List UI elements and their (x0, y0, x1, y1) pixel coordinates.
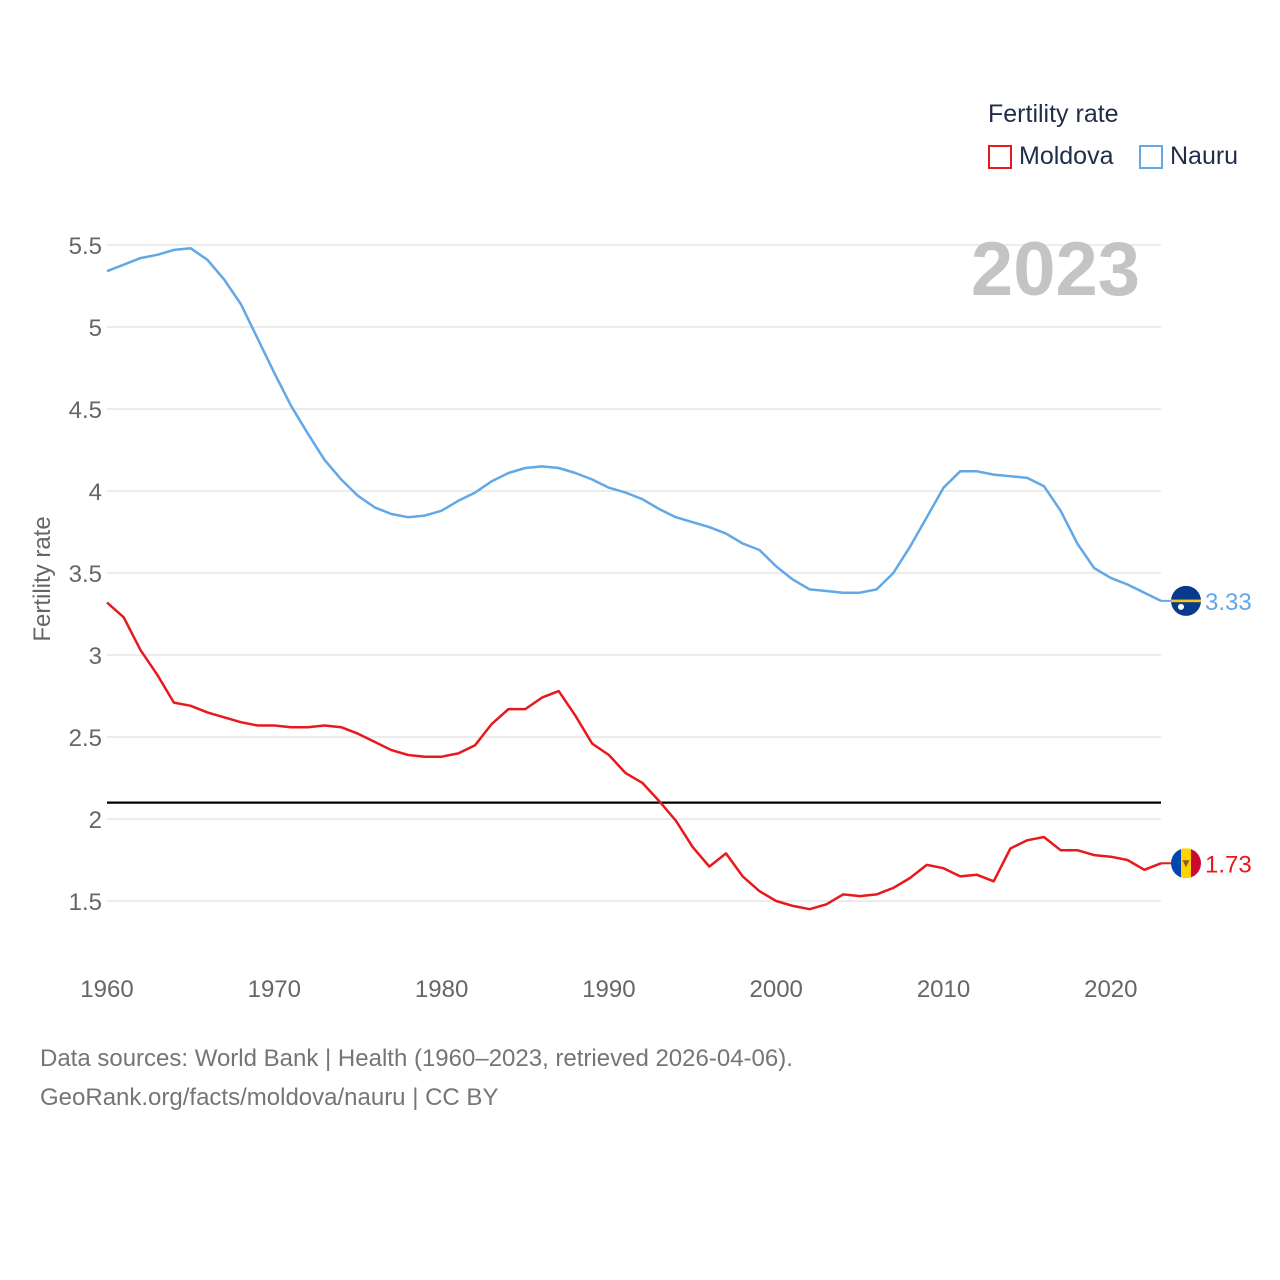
moldova-flag-icon (1161, 848, 1201, 879)
end-label-moldova: 1.73 (1205, 851, 1252, 878)
legend-label-nauru: Nauru (1170, 142, 1239, 170)
x-tick-label: 2010 (917, 976, 970, 1003)
legend-swatch-moldova (988, 144, 1012, 169)
legend-label-moldova: Moldova (1019, 142, 1114, 170)
end-label-nauru: 3.33 (1205, 589, 1252, 616)
x-tick-label: 1980 (415, 976, 468, 1003)
y-tick-label: 4 (89, 479, 102, 506)
series-line-nauru (106, 247, 1162, 603)
y-tick-label: 1.5 (69, 889, 102, 916)
y-tick-label: 5.5 (69, 233, 102, 260)
y-tick-label: 2 (89, 807, 102, 834)
legend-swatch-nauru (1139, 144, 1163, 169)
x-tick-label: 1990 (582, 976, 635, 1003)
legend-item-nauru[interactable]: Nauru (1139, 142, 1238, 171)
series-end-markers: 1.73 3.33 (1161, 585, 1252, 879)
year-label: 2023 (970, 227, 1140, 312)
gridlines (107, 244, 1161, 902)
y-tick-label: 2.5 (69, 725, 102, 752)
legend-title: Fertility rate (988, 100, 1119, 128)
y-tick-label: 4.5 (69, 397, 102, 424)
source-line-2: GeoRank.org/facts/moldova/nauru | CC BY (40, 1084, 499, 1111)
y-axis-title: Fertility rate (29, 516, 56, 641)
source-line-1: Data sources: World Bank | Health (1960–… (40, 1045, 793, 1072)
series-line-moldova (106, 601, 1162, 911)
y-axis-ticks: 1.5 2 2.5 3 3.5 4 4.5 5 5.5 (69, 233, 102, 916)
y-tick-label: 3 (89, 643, 102, 670)
y-tick-label: 5 (89, 315, 102, 342)
nauru-flag-icon (1161, 585, 1201, 616)
x-tick-label: 2020 (1084, 976, 1137, 1003)
x-tick-label: 1960 (80, 976, 133, 1003)
x-axis-ticks: 1960 1970 1980 1990 2000 2010 2020 (80, 976, 1137, 1003)
series-lines (106, 247, 1162, 911)
x-tick-label: 1970 (248, 976, 301, 1003)
y-tick-label: 3.5 (69, 561, 102, 588)
legend-item-moldova[interactable]: Moldova (988, 142, 1114, 171)
x-tick-label: 2000 (750, 976, 803, 1003)
